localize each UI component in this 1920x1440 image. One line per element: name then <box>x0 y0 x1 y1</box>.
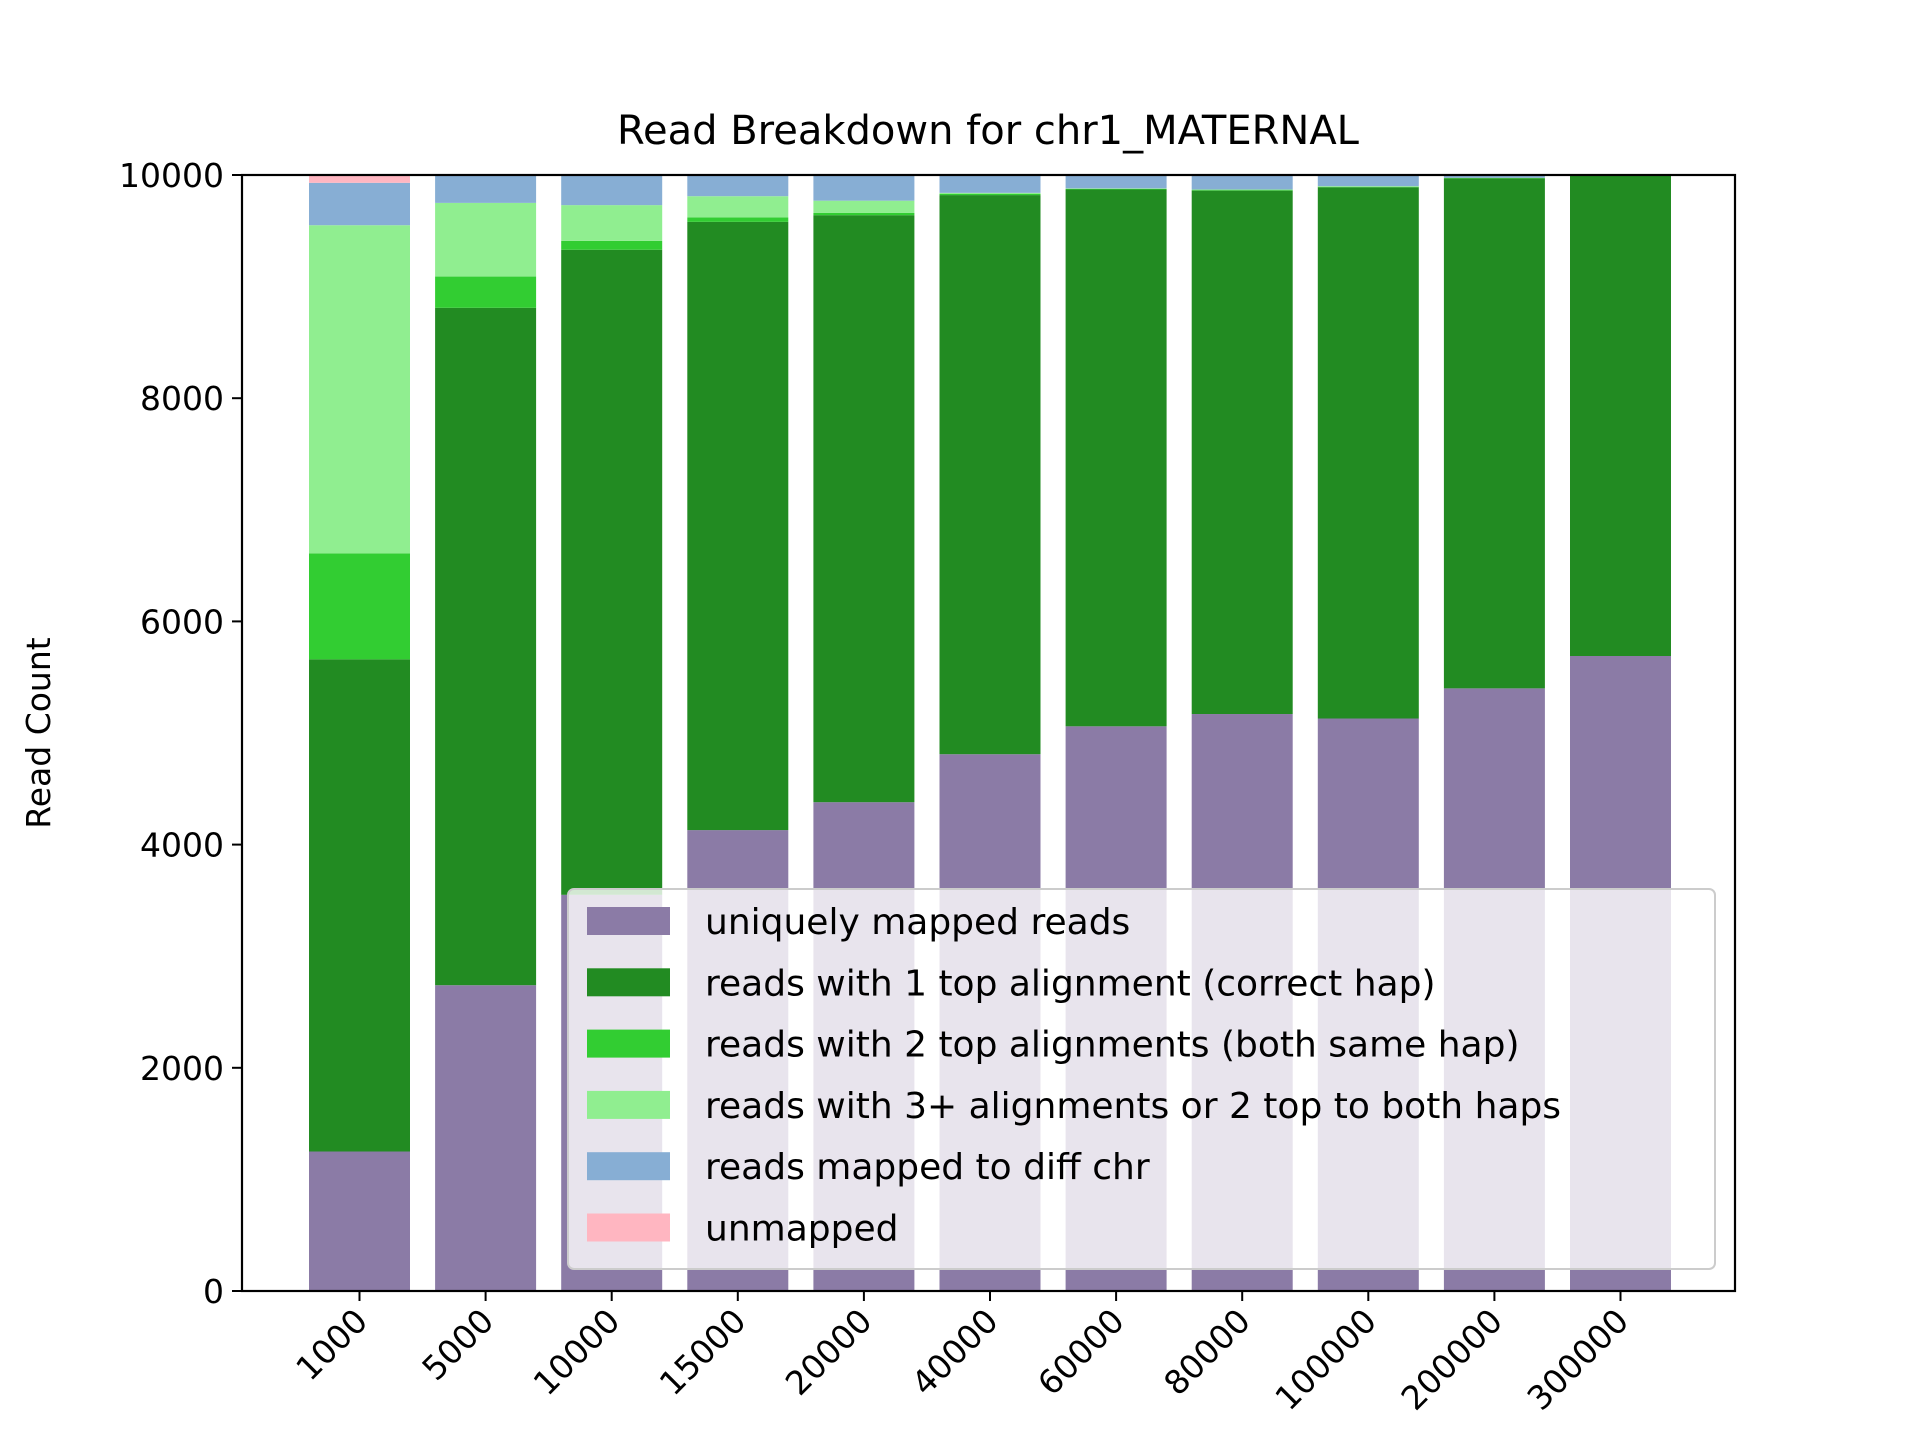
bar-40000-series-4 <box>939 175 1041 193</box>
bar-1000-series-1 <box>309 659 410 1152</box>
bar-10000-series-4 <box>561 175 663 206</box>
legend-label: reads with 1 top alignment (correct hap) <box>705 963 1436 1004</box>
bar-40000-series-1 <box>939 195 1041 755</box>
bar-100000-series-2 <box>1317 186 1419 188</box>
bar-20000-series-1 <box>813 215 915 803</box>
bar-1000-series-5 <box>309 175 410 183</box>
bar-60000-series-1 <box>1065 189 1167 727</box>
bar-1000-series-3 <box>309 225 410 554</box>
bar-5000-series-4 <box>435 175 537 203</box>
y-axis-label: Read Count <box>19 637 58 828</box>
legend-label: uniquely mapped reads <box>705 902 1130 943</box>
bar-10000-series-2 <box>561 240 663 250</box>
y-tick-label: 8000 <box>140 379 224 418</box>
bar-10000-series-3 <box>561 205 663 241</box>
bar-200000-series-4 <box>1443 175 1545 178</box>
y-tick-label: 2000 <box>140 1049 224 1088</box>
legend-swatch <box>587 968 670 997</box>
legend-label: unmapped <box>705 1209 898 1250</box>
bar-40000-series-3 <box>939 192 1041 194</box>
y-tick-label: 0 <box>203 1272 224 1311</box>
bar-10000-series-1 <box>561 249 663 895</box>
bar-300000-series-1 <box>1570 175 1671 656</box>
legend-swatch <box>587 1090 670 1119</box>
y-axis: 0 2000 4000 6000 8000 10000 <box>119 156 242 1311</box>
bar-200000-series-1 <box>1443 178 1545 689</box>
bar-5000-series-0 <box>435 985 537 1291</box>
legend-swatch <box>587 1029 670 1058</box>
y-tick-label: 6000 <box>140 602 224 641</box>
y-tick-label: 4000 <box>140 826 224 865</box>
legend-swatch <box>587 907 670 935</box>
chart-title: Read Breakdown for chr1_MATERNAL <box>617 108 1360 154</box>
bar-1000-series-4 <box>309 182 410 226</box>
bar-1000-series-0 <box>309 1151 410 1291</box>
bar-15000-series-4 <box>687 175 789 197</box>
legend: uniquely mapped reads reads with 1 top al… <box>567 888 1716 1270</box>
legend-label: reads with 3+ alignments or 2 top to bot… <box>705 1086 1561 1127</box>
bar-100000-series-4 <box>1317 175 1419 187</box>
bar-200000-series-2 <box>1443 177 1545 179</box>
bar-5000-series-3 <box>435 202 537 277</box>
bar-20000-series-4 <box>813 175 915 201</box>
legend-swatch <box>587 1152 670 1181</box>
legend-swatch <box>587 1213 670 1242</box>
bar-5000-series-1 <box>435 307 537 986</box>
bar-5000-series-2 <box>435 276 537 308</box>
bar-40000-series-2 <box>939 193 1041 196</box>
legend-box <box>567 888 1716 1270</box>
bar-80000-series-1 <box>1191 190 1293 715</box>
bar-20000-series-3 <box>813 200 915 213</box>
bar-15000-series-1 <box>687 221 789 831</box>
bar-100000-series-1 <box>1317 187 1419 719</box>
bar-1000-series-2 <box>309 553 410 660</box>
bar-80000-series-4 <box>1191 175 1293 190</box>
bar-15000-series-2 <box>687 217 789 222</box>
legend-label: reads with 2 top alignments (both same h… <box>705 1025 1520 1066</box>
bar-100000-series-3 <box>1317 186 1419 187</box>
bar-80000-series-3 <box>1191 189 1293 191</box>
plot-frame <box>240 173 1737 1293</box>
bar-60000-series-2 <box>1065 188 1167 190</box>
y-tick-label: 10000 <box>119 156 224 195</box>
bar-60000-series-4 <box>1065 175 1167 189</box>
bar-15000-series-3 <box>687 196 789 218</box>
bar-60000-series-3 <box>1065 188 1167 189</box>
bar-80000-series-2 <box>1191 190 1293 191</box>
bar-20000-series-2 <box>813 212 915 216</box>
legend-label: reads mapped to diff chr <box>705 1147 1150 1188</box>
